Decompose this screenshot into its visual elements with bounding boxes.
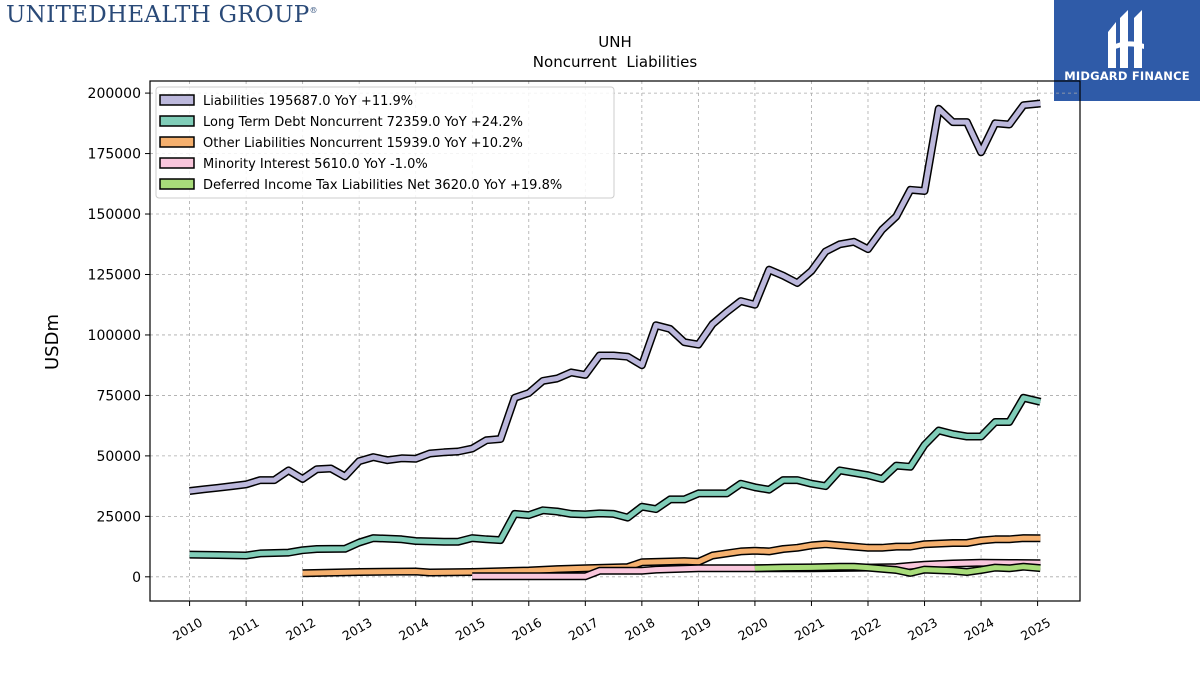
legend-label: Liabilities 195687.0 YoY +11.9% <box>203 94 413 109</box>
y-tick-label: 200000 <box>88 86 141 102</box>
x-tick-label: 2017 <box>566 615 601 644</box>
y-axis-label: USDm <box>42 314 63 370</box>
y-tick-label: 0 <box>132 570 141 586</box>
y-tick-label: 100000 <box>88 328 141 344</box>
y-axis: 0 25000 50000 75000 100000 125000 150000 175000… <box>88 86 150 586</box>
plot-frame <box>149 80 1081 602</box>
series-line-2 <box>302 535 1041 576</box>
x-axis: 2010 2011 2012 2013 2014 2015 2016 2017 2018 2019… <box>170 601 1053 644</box>
series-lines <box>189 99 1042 581</box>
unitedhealth-logo: UNITEDHEALTH GROUP® <box>6 2 318 28</box>
legend: Liabilities 195687.0 YoY +11.9% Long Term… <box>155 86 615 199</box>
brand-name: MIDGARD FINANCE <box>1064 69 1190 83</box>
x-tick-label: 2016 <box>509 615 544 644</box>
series-line-1 <box>189 395 1041 558</box>
y-tick-label: 75000 <box>96 388 141 404</box>
series-line-4 <box>754 564 1041 576</box>
x-tick-label: 2013 <box>340 615 375 644</box>
x-tick-label: 2010 <box>170 615 205 644</box>
series-outline-1 <box>189 393 1042 560</box>
midgard-emblem-icon <box>1108 10 1144 68</box>
midgard-finance-logo: MIDGARD FINANCE <box>1054 0 1200 101</box>
legend-box <box>155 86 615 199</box>
registered-mark: ® <box>309 6 318 15</box>
logo-text: UNITEDHEALTH GROUP <box>6 2 310 28</box>
legend-label: Long Term Debt Noncurrent 72359.0 YoY +2… <box>203 115 523 130</box>
y-tick-label: 50000 <box>96 449 141 465</box>
legend-swatch <box>159 157 195 169</box>
x-tick-label: 2020 <box>735 615 770 644</box>
x-tick-label: 2015 <box>453 615 488 644</box>
legend-swatch <box>159 94 195 106</box>
x-tick-label: 2025 <box>1018 615 1053 644</box>
x-tick-label: 2021 <box>792 615 827 644</box>
x-tick-label: 2018 <box>622 615 657 644</box>
legend-label: Other Liabilities Noncurrent 15939.0 YoY… <box>203 136 523 151</box>
x-tick-label: 2023 <box>905 615 940 644</box>
legend-label: Minority Interest 5610.0 YoY -1.0% <box>203 157 428 172</box>
x-tick-label: 2022 <box>848 615 883 644</box>
y-tick-label: 150000 <box>88 207 141 223</box>
chart-title: UNH <box>598 33 631 51</box>
y-tick-label: 175000 <box>88 147 141 163</box>
legend-label: Deferred Income Tax Liabilities Net 3620… <box>203 178 562 193</box>
legend-swatch <box>159 136 195 148</box>
legend-swatch <box>159 115 195 127</box>
y-tick-label: 25000 <box>96 509 141 525</box>
x-tick-label: 2012 <box>283 615 318 644</box>
legend-swatch <box>159 178 195 190</box>
chart-subtitle: Noncurrent Liabilities <box>533 53 698 71</box>
x-tick-label: 2014 <box>396 615 431 644</box>
x-tick-label: 2011 <box>227 615 262 644</box>
x-tick-label: 2019 <box>679 615 714 644</box>
series-line-0 <box>189 101 1041 494</box>
y-tick-label: 125000 <box>88 267 141 283</box>
x-tick-label: 2024 <box>962 615 997 644</box>
